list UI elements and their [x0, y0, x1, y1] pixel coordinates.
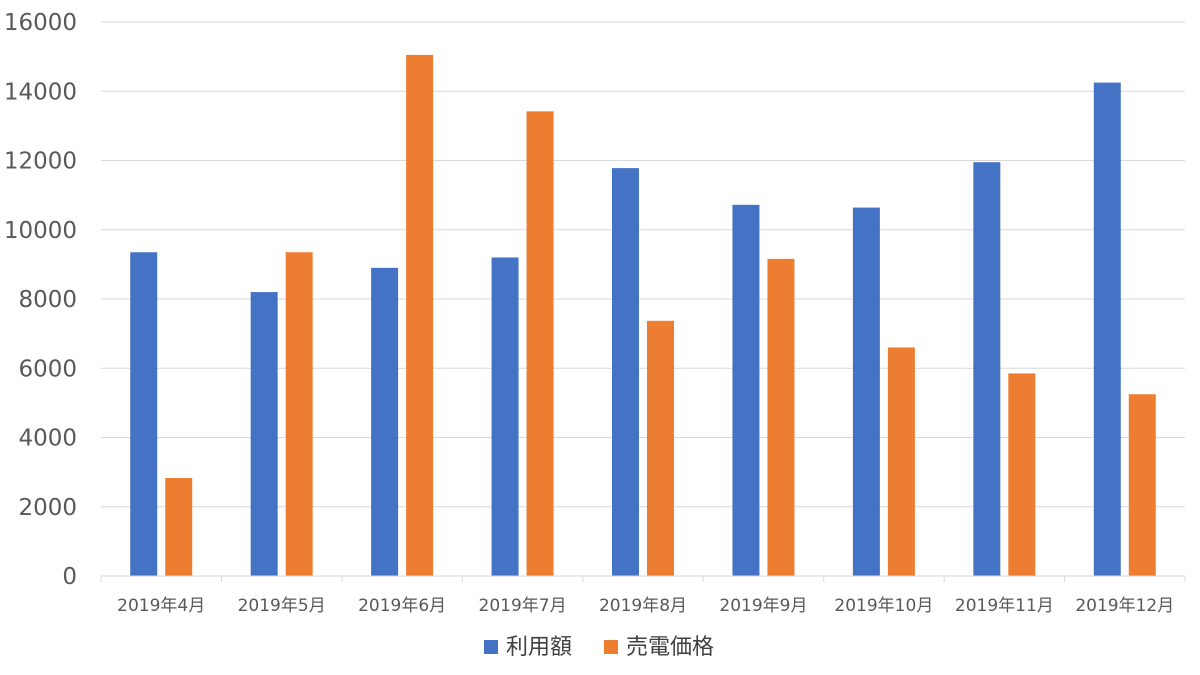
- x-category-label: 2019年9月: [719, 596, 807, 616]
- bar-series-1: [250, 292, 278, 576]
- x-category-label: 2019年8月: [599, 596, 687, 616]
- bar-series-1: [852, 207, 880, 576]
- y-tick-label: 8000: [18, 287, 77, 313]
- bar-series-1: [491, 257, 519, 576]
- bar-series-2: [285, 252, 313, 576]
- bar-series-1: [973, 162, 1001, 576]
- legend-swatch: [604, 640, 618, 654]
- legend: 利用額 売電価格: [484, 635, 714, 660]
- bar-series-2: [767, 258, 795, 576]
- bar-series-1: [130, 252, 158, 576]
- bar-series-1: [612, 168, 639, 576]
- x-axis-category-labels: 2019年4月 2019年5月 2019年6月 2019年7月 2019年8月 2019年…: [117, 596, 1174, 616]
- x-category-label: 2019年6月: [358, 596, 446, 616]
- bar-series-2: [1128, 394, 1156, 576]
- bar-series-1: [371, 267, 399, 576]
- x-category-label: 2019年4月: [117, 596, 205, 616]
- legend-label: 売電価格: [626, 635, 714, 660]
- bars: [130, 54, 1156, 577]
- y-axis-tick-labels: 0 2000 4000 6000 8000 10000 12000 14000 16000: [4, 10, 77, 590]
- y-tick-label: 16000: [4, 10, 77, 36]
- y-tick-label: 4000: [18, 426, 77, 452]
- bar-series-2: [647, 320, 674, 576]
- bar-series-2: [526, 111, 554, 577]
- x-axis: [100, 575, 1186, 582]
- x-category-label: 2019年5月: [238, 596, 326, 616]
- bar-series-2: [1008, 373, 1036, 576]
- x-category-label: 2019年7月: [479, 596, 567, 616]
- x-category-label: 2019年12月: [1075, 596, 1174, 616]
- y-tick-label: 2000: [18, 495, 77, 521]
- y-tick-label: 6000: [18, 356, 77, 382]
- x-category-label: 2019年11月: [955, 596, 1054, 616]
- bar-series-2: [165, 478, 193, 576]
- x-category-label: 2019年10月: [834, 596, 933, 616]
- bar-series-1: [1093, 82, 1121, 576]
- bar-series-2: [887, 347, 915, 576]
- y-tick-label: 12000: [4, 149, 77, 175]
- y-tick-label: 10000: [4, 218, 77, 244]
- bar-series-1: [732, 204, 760, 576]
- y-tick-label: 0: [62, 564, 77, 590]
- legend-swatch: [484, 640, 498, 654]
- y-tick-label: 14000: [4, 79, 77, 105]
- bar-series-2: [406, 54, 434, 577]
- gridlines: [101, 21, 1185, 508]
- legend-label: 利用額: [506, 635, 572, 660]
